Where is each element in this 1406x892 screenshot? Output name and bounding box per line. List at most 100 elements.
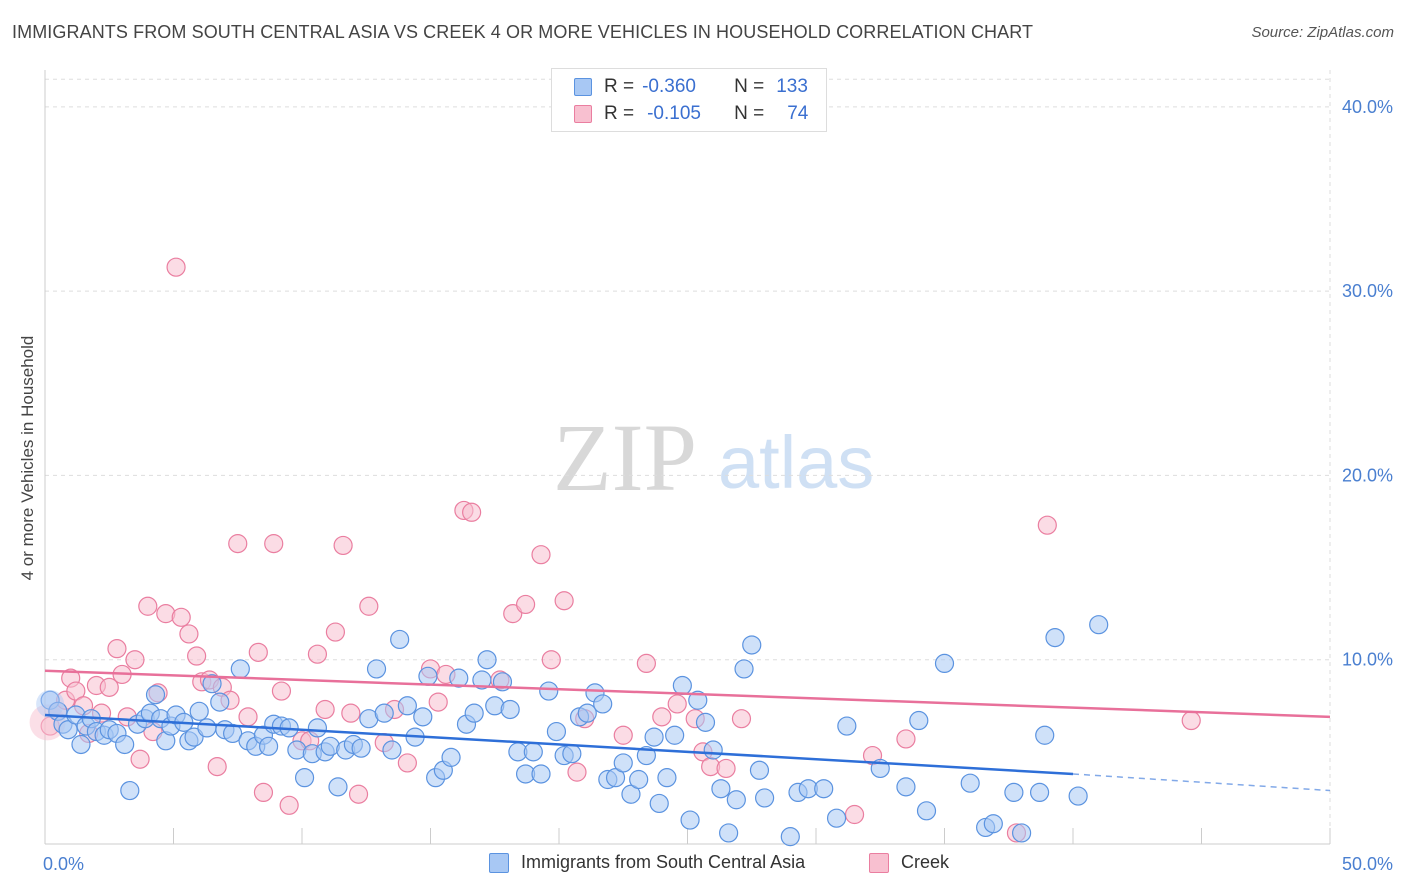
south-central-asia-point bbox=[909, 710, 929, 731]
creek-point bbox=[716, 758, 736, 779]
series-legend-label: Creek bbox=[901, 852, 950, 872]
south-central-asia-point bbox=[441, 747, 461, 767]
south-central-asia-point bbox=[189, 701, 209, 721]
trend-line-south-central-asia bbox=[44, 713, 1074, 776]
south-central-asia-point bbox=[657, 768, 677, 788]
south-central-asia-point bbox=[413, 707, 433, 727]
south-central-asia-point bbox=[916, 801, 937, 821]
series-swatch-blue bbox=[489, 852, 509, 873]
series-legend: Immigrants from South Central Asia Creek bbox=[0, 852, 1406, 878]
creek-point bbox=[1037, 515, 1057, 535]
south-central-asia-point bbox=[960, 773, 980, 793]
south-central-asia-point bbox=[546, 721, 567, 742]
south-central-asia-point bbox=[328, 777, 348, 797]
south-central-asia-point bbox=[258, 736, 279, 756]
legend-n-value: 74 bbox=[787, 103, 809, 124]
south-central-asia-point bbox=[197, 718, 217, 738]
south-central-asia-point bbox=[814, 779, 834, 799]
south-central-asia-point bbox=[202, 674, 222, 694]
south-central-asia-point bbox=[695, 712, 716, 732]
creek-point bbox=[613, 725, 633, 745]
creek-point bbox=[125, 650, 145, 670]
south-central-asia-point bbox=[826, 808, 847, 828]
x-tick-label: 0.0% bbox=[43, 854, 84, 874]
creek-point bbox=[731, 709, 752, 729]
creek-point bbox=[325, 622, 346, 642]
south-central-asia-point bbox=[711, 779, 731, 799]
south-central-asia-point bbox=[688, 690, 708, 710]
south-central-asia-point bbox=[36, 689, 65, 718]
south-central-asia-point bbox=[734, 659, 754, 679]
south-central-asia-point bbox=[577, 703, 597, 723]
south-central-asia-point bbox=[464, 703, 484, 723]
south-central-asia-point bbox=[120, 780, 140, 801]
south-central-asia-point bbox=[115, 734, 135, 755]
south-central-asia-point bbox=[780, 827, 800, 847]
creek-point bbox=[341, 703, 361, 723]
south-central-asia-point bbox=[644, 727, 664, 747]
south-central-asia-point bbox=[477, 650, 497, 670]
creek-point bbox=[179, 624, 199, 644]
creek-point bbox=[253, 782, 274, 803]
south-central-asia-point bbox=[726, 790, 746, 810]
legend-r-value: -0.105 bbox=[647, 103, 701, 124]
creek-point bbox=[428, 692, 448, 712]
legend-row-south-central-asia: R = -0.360 N = 133 bbox=[574, 75, 808, 99]
south-central-asia-point bbox=[1045, 627, 1065, 648]
creek-point bbox=[397, 753, 417, 773]
creek-point bbox=[138, 596, 158, 616]
creek-point bbox=[66, 681, 86, 701]
creek-point bbox=[541, 650, 561, 670]
south-central-asia-point bbox=[621, 784, 641, 804]
south-central-asia-point bbox=[665, 725, 685, 745]
watermark-zip: ZIP bbox=[553, 404, 697, 511]
south-central-asia-point bbox=[418, 666, 438, 686]
chart-title: IMMIGRANTS FROM SOUTH CENTRAL ASIA VS CR… bbox=[12, 22, 1034, 42]
correlation-legend: R = -0.360 N = 133 R = -0.105 N = 74 bbox=[551, 68, 827, 132]
trend-lines bbox=[44, 669, 1331, 792]
creek-point bbox=[228, 534, 248, 554]
south-central-asia-point bbox=[294, 768, 315, 788]
south-central-asia-point bbox=[397, 696, 417, 716]
south-central-asia-point bbox=[1011, 823, 1032, 843]
south-central-asia-point bbox=[649, 793, 669, 814]
south-central-asia-point bbox=[1004, 782, 1024, 803]
south-central-asia-point bbox=[629, 769, 649, 790]
south-central-asia-points bbox=[36, 615, 1109, 847]
south-central-asia-point bbox=[754, 788, 775, 808]
creek-point bbox=[359, 596, 379, 616]
creek-point bbox=[567, 762, 587, 782]
legend-r-value: -0.360 bbox=[642, 76, 696, 97]
creek-point bbox=[554, 591, 574, 611]
south-central-asia-point bbox=[680, 810, 700, 830]
south-central-asia-point bbox=[593, 694, 613, 714]
south-central-asia-point bbox=[307, 718, 328, 738]
y-tick-label: 10.0% bbox=[1342, 650, 1393, 670]
south-central-asia-point bbox=[58, 720, 78, 740]
south-central-asia-point bbox=[449, 668, 469, 688]
south-central-asia-point bbox=[837, 716, 857, 736]
creek-point bbox=[333, 535, 353, 556]
creek-point bbox=[652, 707, 672, 727]
south-central-asia-point bbox=[613, 753, 633, 773]
creek-point bbox=[279, 795, 299, 815]
creek-point bbox=[896, 729, 916, 749]
creek-point bbox=[667, 694, 687, 714]
watermark-atlas: atlas bbox=[718, 421, 874, 504]
series-legend-label: Immigrants from South Central Asia bbox=[521, 852, 806, 872]
south-central-asia-point bbox=[636, 745, 656, 766]
creek-point bbox=[130, 749, 150, 769]
creek-point bbox=[315, 699, 335, 720]
south-central-asia-point bbox=[210, 692, 230, 712]
y-tick-label: 20.0% bbox=[1342, 465, 1393, 485]
legend-n-label: N = bbox=[734, 76, 765, 97]
creek-point bbox=[99, 677, 119, 697]
south-central-asia-point bbox=[562, 744, 582, 764]
creek-point bbox=[462, 502, 482, 522]
creek-point bbox=[107, 639, 127, 659]
legend-row-creek: R = -0.105 N = 74 bbox=[574, 102, 808, 126]
creek-point bbox=[515, 594, 536, 615]
south-central-asia-point bbox=[1035, 725, 1055, 745]
south-central-asia-point bbox=[983, 814, 1003, 834]
creek-point bbox=[238, 707, 258, 727]
